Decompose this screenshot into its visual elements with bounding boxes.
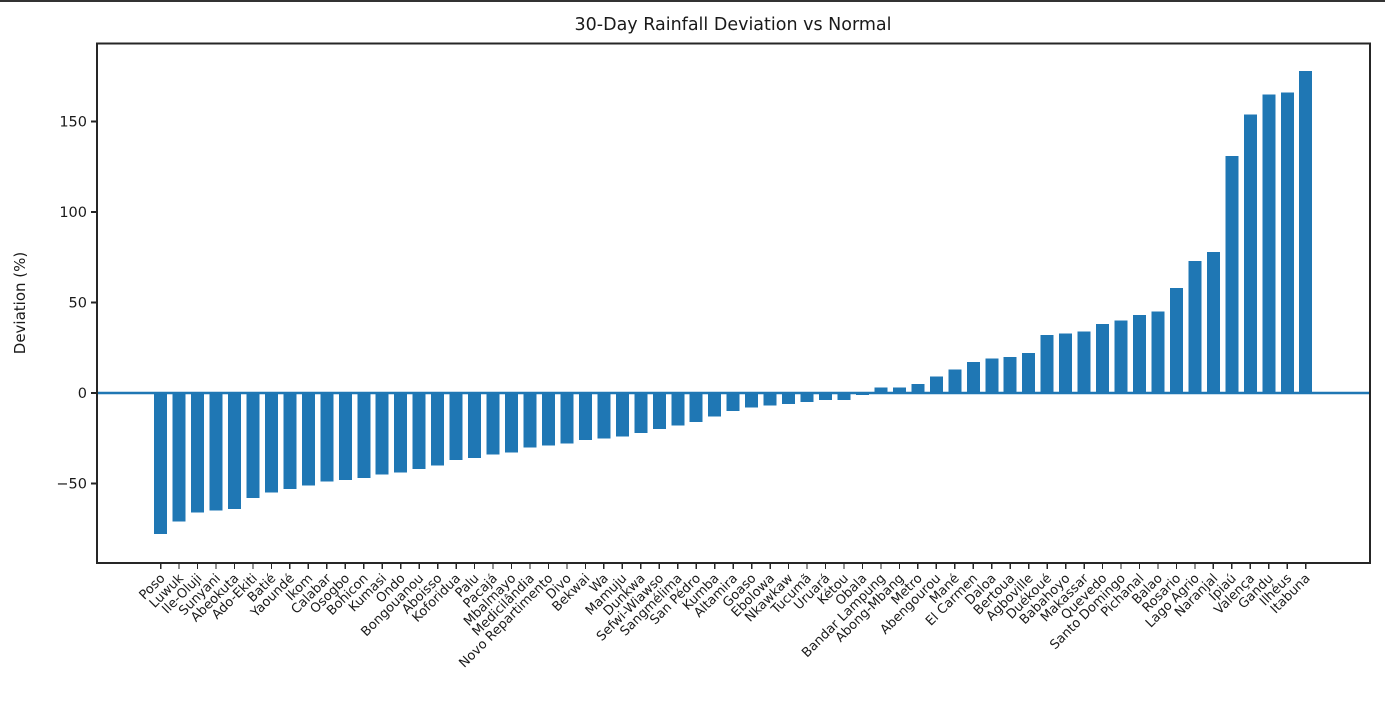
bar bbox=[394, 393, 408, 473]
bar bbox=[1022, 353, 1036, 393]
bar bbox=[578, 393, 592, 441]
bar bbox=[708, 393, 722, 417]
bar bbox=[634, 393, 648, 433]
figure-top-edge bbox=[0, 0, 1385, 2]
bar bbox=[449, 393, 463, 460]
bar bbox=[652, 393, 666, 430]
bar bbox=[1040, 335, 1054, 393]
bar bbox=[283, 393, 297, 489]
bar bbox=[929, 376, 943, 393]
bar bbox=[892, 387, 906, 393]
bar bbox=[505, 393, 519, 453]
y-tick-label: 150 bbox=[59, 115, 87, 131]
bar bbox=[154, 393, 168, 535]
bar bbox=[1169, 288, 1183, 393]
bar bbox=[819, 393, 833, 401]
bar bbox=[671, 393, 685, 426]
bar bbox=[726, 393, 740, 412]
bar bbox=[320, 393, 334, 482]
bar bbox=[745, 393, 759, 408]
bar bbox=[948, 369, 962, 393]
bar bbox=[523, 393, 537, 448]
bar bbox=[1206, 251, 1220, 393]
bar bbox=[486, 393, 500, 455]
bar bbox=[874, 387, 888, 393]
bar bbox=[1262, 94, 1276, 393]
bar bbox=[338, 393, 352, 480]
y-tick-label: 0 bbox=[78, 386, 87, 402]
bar bbox=[560, 393, 574, 444]
bar bbox=[431, 393, 445, 466]
bar bbox=[172, 393, 186, 522]
bar bbox=[1188, 260, 1202, 393]
plot-area: −50050100150PosoLuwukIle-OlujiSunyaniAbe… bbox=[56, 42, 1371, 671]
bar bbox=[1133, 315, 1147, 393]
bar bbox=[1299, 70, 1313, 393]
bar bbox=[357, 393, 371, 479]
bar bbox=[985, 358, 999, 393]
bar bbox=[597, 393, 611, 439]
y-tick-label: 50 bbox=[69, 296, 87, 312]
bar bbox=[1243, 114, 1257, 393]
bar bbox=[837, 393, 851, 401]
bar bbox=[301, 393, 315, 486]
bar bbox=[209, 393, 223, 511]
bar bbox=[1059, 333, 1073, 393]
bar bbox=[468, 393, 482, 459]
bar bbox=[264, 393, 278, 493]
bar bbox=[375, 393, 389, 475]
bar bbox=[1225, 155, 1239, 393]
bar bbox=[1003, 356, 1017, 393]
y-tick-label: 100 bbox=[59, 205, 87, 221]
bar bbox=[1151, 311, 1165, 393]
bar bbox=[412, 393, 426, 470]
bar bbox=[1077, 331, 1091, 393]
chart-title: 30-Day Rainfall Deviation vs Normal bbox=[575, 15, 892, 35]
bar bbox=[1096, 324, 1110, 393]
bar bbox=[227, 393, 241, 509]
bar bbox=[689, 393, 703, 422]
bar bbox=[911, 383, 925, 393]
y-tick-label: −50 bbox=[56, 477, 87, 493]
y-axis-label: Deviation (%) bbox=[11, 252, 29, 354]
bar bbox=[782, 393, 796, 404]
bar bbox=[1280, 92, 1294, 393]
bar bbox=[1114, 320, 1128, 393]
bar bbox=[615, 393, 629, 437]
bar bbox=[966, 362, 980, 393]
bar bbox=[541, 393, 555, 446]
bar bbox=[800, 393, 814, 403]
bar bbox=[191, 393, 205, 513]
bar bbox=[246, 393, 260, 498]
bar bbox=[763, 393, 777, 406]
